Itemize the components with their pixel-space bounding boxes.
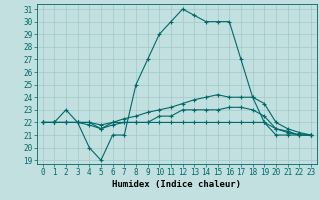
X-axis label: Humidex (Indice chaleur): Humidex (Indice chaleur) [112,180,241,189]
